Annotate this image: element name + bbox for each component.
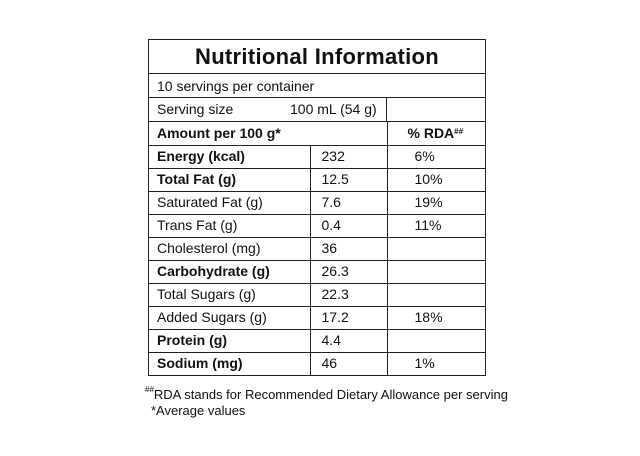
nutrient-rda: 1% <box>386 351 485 375</box>
nutrient-rda: 19% <box>386 190 485 215</box>
serving-size-row: Serving size 100 mL (54 g) <box>149 98 485 122</box>
amount-header: Amount per 100 g* <box>149 122 388 146</box>
nutrient-name: Total Fat (g) <box>149 167 311 192</box>
table-row: Energy (kcal) 232 6% <box>149 144 485 169</box>
rda-header: % RDA## <box>386 122 485 146</box>
servings-per-container: 10 servings per container <box>149 74 485 98</box>
table-row: Sodium (mg) 46 1% <box>149 351 485 375</box>
nutrient-name: Protein (g) <box>149 328 311 353</box>
table-row: Saturated Fat (g) 7.6 19% <box>149 190 485 215</box>
serving-size-cell: Serving size 100 mL (54 g) <box>149 98 387 121</box>
table-row: Carbohydrate (g) 26.3 <box>149 259 485 284</box>
nutrient-value: 46 <box>309 351 388 375</box>
nutrient-name: Cholesterol (mg) <box>149 236 311 261</box>
nutrient-rda: 6% <box>386 144 485 169</box>
nutrient-name: Added Sugars (g) <box>149 305 311 330</box>
rda-footnote-mark: ## <box>145 385 154 394</box>
average-values-footnote: *Average values <box>151 403 246 418</box>
nutrient-value: 36 <box>309 236 388 261</box>
nutrient-value: 232 <box>309 144 388 169</box>
nutrient-table: Amount per 100 g* % RDA## Energy (kcal) … <box>149 122 485 375</box>
nutrient-value: 22.3 <box>309 282 388 307</box>
table-row: Total Fat (g) 12.5 10% <box>149 167 485 192</box>
nutrient-rda <box>386 236 485 261</box>
nutrient-name: Sodium (mg) <box>149 351 311 375</box>
nutrient-rda <box>386 259 485 284</box>
table-row: Cholesterol (mg) 36 <box>149 236 485 261</box>
nutrient-value: 7.6 <box>309 190 388 215</box>
nutrient-name: Total Sugars (g) <box>149 282 311 307</box>
nutrient-value: 26.3 <box>309 259 388 284</box>
nutrient-rda <box>386 328 485 353</box>
nutrient-value: 4.4 <box>309 328 388 353</box>
nutrition-facts-panel: Nutritional Information 10 servings per … <box>148 39 486 376</box>
rda-footnote: ##RDA stands for Recommended Dietary All… <box>145 385 508 402</box>
table-row: Total Sugars (g) 22.3 <box>149 282 485 307</box>
panel-title: Nutritional Information <box>149 40 485 74</box>
serving-size-label: Serving size <box>157 101 234 117</box>
nutrient-rda <box>386 282 485 307</box>
table-row: Trans Fat (g) 0.4 11% <box>149 213 485 238</box>
serving-size-value: 100 mL (54 g) <box>290 101 377 117</box>
rda-footnote-text: RDA stands for Recommended Dietary Allow… <box>153 387 508 402</box>
nutrient-rda: 11% <box>386 213 485 238</box>
nutrient-name: Trans Fat (g) <box>149 213 311 238</box>
nutrient-value: 0.4 <box>309 213 388 238</box>
nutrient-rda: 18% <box>386 305 485 330</box>
nutrient-name: Energy (kcal) <box>149 144 311 169</box>
table-header-row: Amount per 100 g* % RDA## <box>149 122 485 146</box>
table-row: Protein (g) 4.4 <box>149 328 485 353</box>
rda-header-label: % RDA <box>407 124 455 141</box>
table-row: Added Sugars (g) 17.2 18% <box>149 305 485 330</box>
rda-header-mark: ## <box>454 126 464 136</box>
nutrient-rda: 10% <box>386 167 485 192</box>
nutrient-value: 17.2 <box>309 305 388 330</box>
nutrient-name: Saturated Fat (g) <box>149 190 311 215</box>
nutrient-name: Carbohydrate (g) <box>149 259 311 284</box>
nutrient-value: 12.5 <box>309 167 388 192</box>
